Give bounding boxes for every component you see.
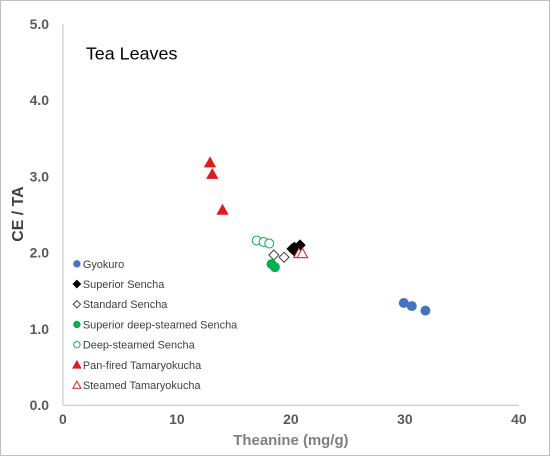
y-axis-title: CE / TA <box>10 186 27 242</box>
data-point <box>264 238 275 249</box>
y-tick-label: 1.0 <box>30 321 50 337</box>
legend-marker <box>73 260 81 268</box>
data-point <box>296 247 309 259</box>
legend-label: Standard Sencha <box>83 299 168 311</box>
y-tick-label: 5.0 <box>30 16 50 32</box>
data-point <box>216 203 229 215</box>
y-tick-label: 2.0 <box>30 245 50 261</box>
legend-item: Standard Sencha <box>72 299 168 311</box>
x-tick-label: 30 <box>397 411 413 427</box>
legend-item: Superior Sencha <box>72 279 165 291</box>
legend-label: Superior deep-steamed Sencha <box>83 319 238 331</box>
x-tick-label: 10 <box>169 411 185 427</box>
y-tick-label: 0.0 <box>30 397 50 413</box>
legend-marker <box>72 299 82 309</box>
legend-marker <box>72 279 82 289</box>
data-points <box>203 156 431 316</box>
x-tick-label: 40 <box>511 411 527 427</box>
y-tick-label: 4.0 <box>30 92 50 108</box>
legend-label: Deep-steamed Sencha <box>83 340 196 352</box>
legend-item: Superior deep-steamed Sencha <box>73 319 238 331</box>
chart-annotation: Tea Leaves <box>86 44 178 64</box>
legend-item: Pan-fired Tamaryokucha <box>72 359 202 372</box>
x-tick-label: 0 <box>59 411 67 427</box>
legend-label: Superior Sencha <box>83 279 165 291</box>
data-point <box>420 305 431 316</box>
y-tick-label: 3.0 <box>30 168 50 184</box>
legend-label: Steamed Tamaryokucha <box>83 380 202 392</box>
x-axis-title: Theanine (mg/g) <box>233 432 348 449</box>
legend-label: Pan-fired Tamaryokucha <box>83 360 202 372</box>
legend-item: Deep-steamed Sencha <box>73 340 196 352</box>
legend-item: Gyokuro <box>73 259 124 271</box>
legend-item: Steamed Tamaryokucha <box>72 380 202 392</box>
data-point <box>203 156 217 168</box>
axes <box>62 23 519 406</box>
legend-marker <box>73 320 81 329</box>
x-tick-labels: 0 10 20 30 40 <box>59 411 527 427</box>
data-point <box>288 241 301 254</box>
data-point <box>268 249 280 261</box>
legend-label: Gyokuro <box>83 259 124 271</box>
legend: Gyokuro Superior Sencha Standard Sencha Sup… <box>72 259 238 392</box>
data-point <box>406 301 417 312</box>
x-tick-label: 20 <box>283 411 299 427</box>
data-point <box>206 167 219 179</box>
legend-marker <box>72 359 82 369</box>
data-point <box>269 262 280 273</box>
legend-marker <box>73 341 81 349</box>
y-tick-labels: 0.0 1.0 2.0 3.0 4.0 5.0 <box>30 16 50 413</box>
legend-marker <box>72 380 82 389</box>
data-point <box>278 251 290 263</box>
